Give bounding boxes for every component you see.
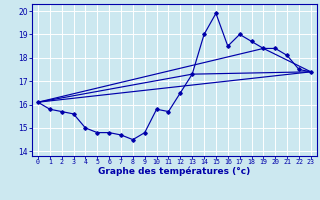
X-axis label: Graphe des températures (°c): Graphe des températures (°c) — [98, 167, 251, 176]
